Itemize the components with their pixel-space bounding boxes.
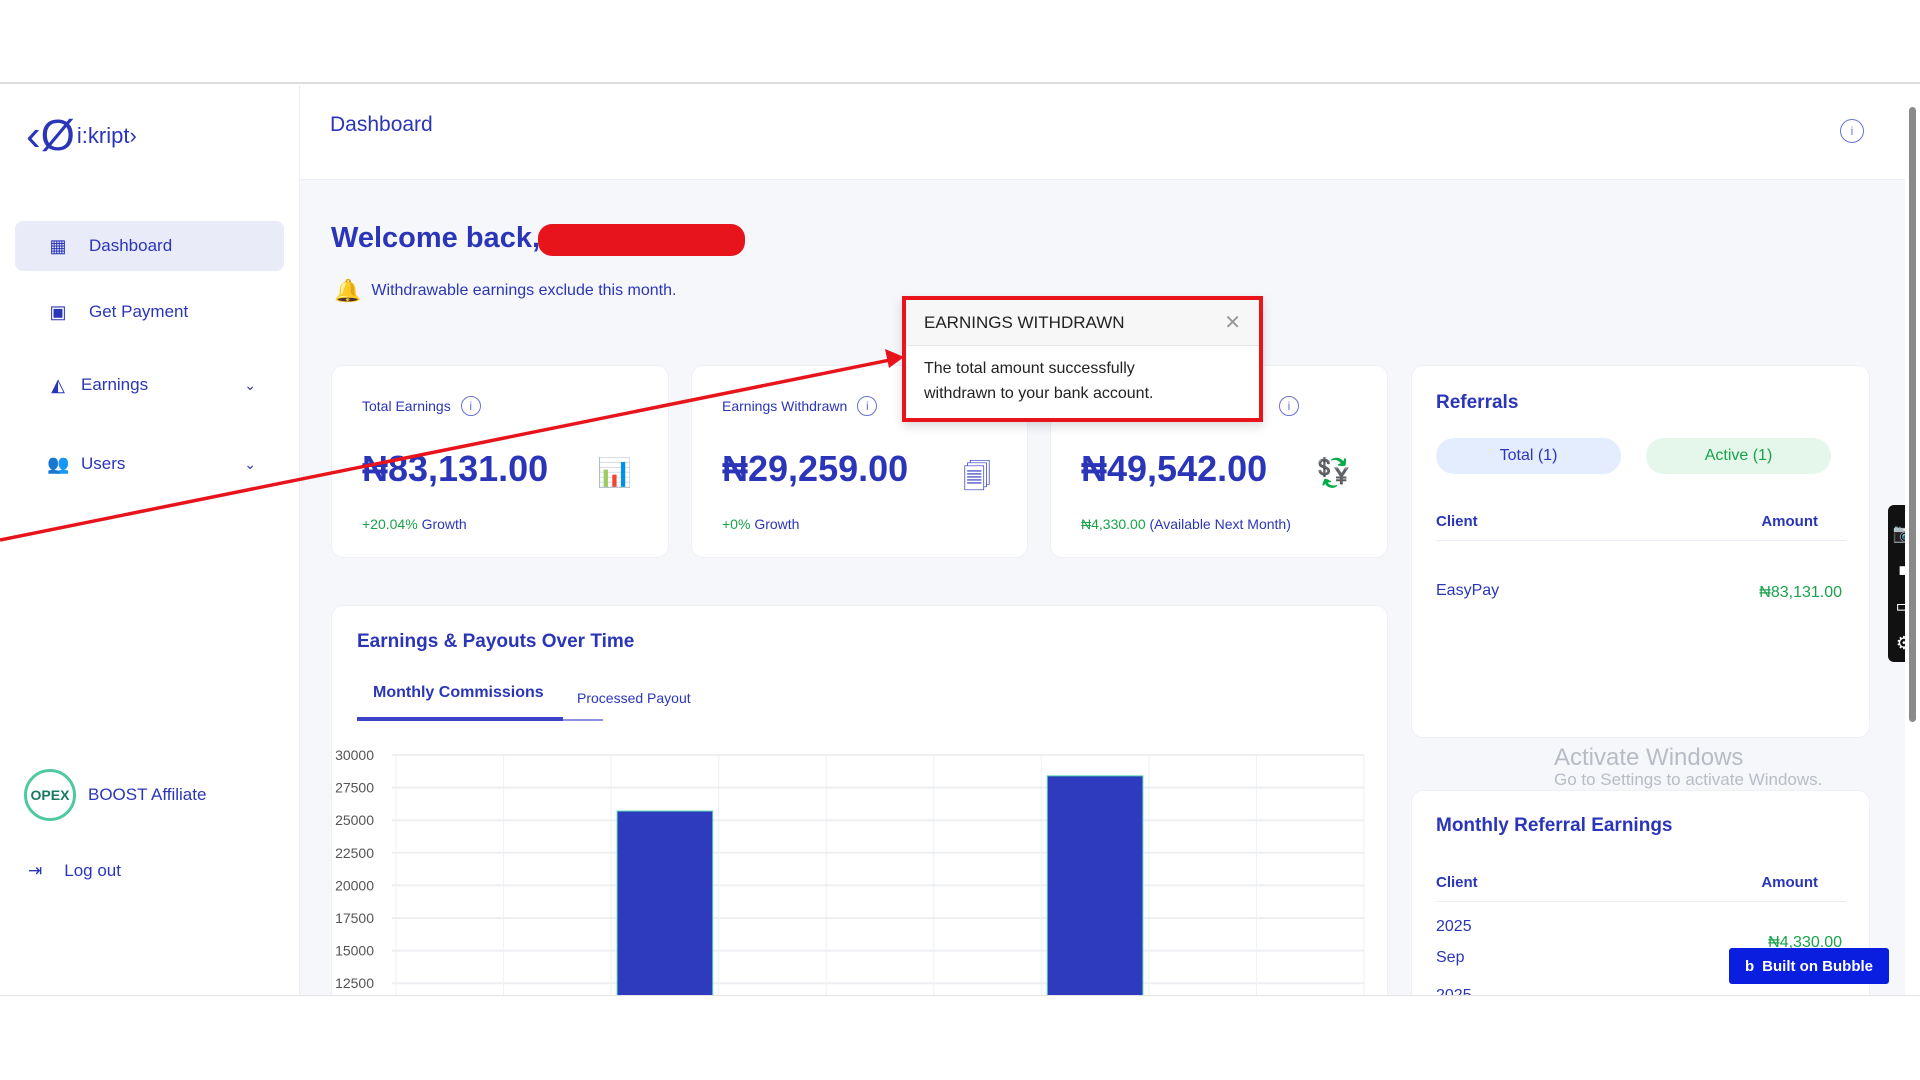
col-client: Client bbox=[1436, 513, 1478, 530]
page-title: Dashboard bbox=[330, 113, 433, 136]
amount: ₦4,330.00 bbox=[1768, 934, 1842, 951]
col-amount: Amount bbox=[1761, 874, 1818, 891]
notice: 🔔 Withdrawable earnings exclude this mont… bbox=[334, 278, 676, 304]
dashboard-icon: ▦ bbox=[49, 235, 67, 256]
y-tick-label: 12500 bbox=[335, 975, 374, 991]
activate-windows-title: Activate Windows bbox=[1554, 744, 1744, 771]
sidebar-item-get-payment[interactable]: ▣ Get Payment bbox=[15, 287, 284, 337]
activate-windows-subtitle: Go to Settings to activate Windows. bbox=[1554, 770, 1823, 789]
sidebar-item-earnings[interactable]: ◭ Earnings ⌄ bbox=[15, 360, 284, 410]
table-row: EasyPay ₦83,131.00 bbox=[1436, 582, 1846, 601]
y-tick-label: 25000 bbox=[335, 812, 374, 828]
chart-title: Earnings & Payouts Over Time bbox=[357, 631, 635, 652]
info-icon[interactable]: i bbox=[1279, 396, 1299, 416]
info-icon[interactable]: i bbox=[460, 396, 481, 416]
chart-card: Earnings & Payouts Over Time Monthly Com… bbox=[331, 605, 1388, 1066]
badge-label: Built on Bubble bbox=[1762, 957, 1873, 975]
label: Users bbox=[81, 454, 126, 473]
delta-label: Growth bbox=[754, 516, 800, 532]
col-client: Client bbox=[1436, 874, 1478, 891]
referrals-title: Referrals bbox=[1436, 392, 1519, 413]
card-value: ₦83,131.00 bbox=[362, 448, 549, 489]
amount: ₦83,131.00 bbox=[1759, 584, 1842, 601]
logout-button[interactable]: ⇥ Log out bbox=[28, 861, 121, 881]
coin-exchange-icon: 💱 bbox=[1316, 457, 1351, 488]
users-icon: 👥 bbox=[47, 453, 70, 474]
info-icon[interactable]: i bbox=[857, 396, 878, 416]
y-tick-label: 22500 bbox=[335, 845, 374, 861]
month: Sep bbox=[1436, 949, 1465, 966]
tooltip-title: EARNINGS WITHDRAWN bbox=[924, 312, 1125, 332]
notice-text: Withdrawable earnings exclude this month… bbox=[371, 282, 677, 299]
affiliate-label: BOOST Affiliate bbox=[88, 785, 207, 804]
label: Get Payment bbox=[89, 302, 189, 321]
col-amount: Amount bbox=[1761, 513, 1818, 530]
bell-icon: 🔔 bbox=[334, 278, 362, 303]
tooltip-body: The total amount successfully withdrawn … bbox=[924, 360, 1154, 402]
card-delta: +20.04% bbox=[362, 516, 418, 532]
bar-chart-icon: 📊 bbox=[597, 457, 632, 488]
header: Dashboard i bbox=[300, 85, 1905, 180]
year: 2025 bbox=[1436, 918, 1472, 935]
total-referrals-pill[interactable]: Total (1) bbox=[1436, 438, 1621, 474]
scrollbar-thumb[interactable] bbox=[1909, 107, 1916, 722]
browser-top-band bbox=[0, 0, 1920, 84]
welcome-heading: Welcome back, bbox=[331, 222, 541, 254]
card-value: ₦29,259.00 bbox=[722, 448, 909, 489]
chart-tabs: Monthly Commissions Processed Payout bbox=[357, 684, 691, 721]
card-delta: ₦4,330.00 bbox=[1081, 516, 1146, 532]
logout-icon: ⇥ bbox=[28, 861, 43, 880]
card-value: ₦49,542.00 bbox=[1081, 448, 1268, 489]
chevron-down-icon: ⌄ bbox=[244, 376, 256, 393]
y-tick-label: 15000 bbox=[335, 943, 374, 959]
card-delta: +0% bbox=[722, 516, 751, 532]
info-icon[interactable]: i bbox=[1840, 119, 1864, 143]
copy-icon: 🗐 bbox=[963, 461, 991, 492]
total-earnings-card: Total Earnings i ₦83,131.00 📊 +20.04% Gro… bbox=[331, 365, 669, 558]
y-tick-label: 27500 bbox=[335, 780, 374, 796]
y-tick-label: 17500 bbox=[335, 910, 374, 926]
browser-bottom-band bbox=[0, 995, 1920, 1080]
built-on-bubble-badge[interactable]: b Built on Bubble bbox=[1729, 948, 1889, 984]
y-tick-label: 30000 bbox=[335, 747, 374, 763]
chart-area-icon: ◭ bbox=[51, 374, 65, 395]
referrals-card: Referrals Total (1) Active (1) Client Amo… bbox=[1411, 365, 1870, 738]
card-title: Total Earnings bbox=[362, 398, 451, 414]
chevron-down-icon: ⌄ bbox=[244, 455, 256, 472]
tab-processed-payout[interactable]: Processed Payout bbox=[577, 690, 691, 706]
client: EasyPay bbox=[1436, 582, 1500, 599]
sidebar-item-users[interactable]: 👥 Users ⌄ bbox=[15, 439, 284, 489]
section-title: Monthly Referral Earnings bbox=[1436, 815, 1673, 836]
table-header: Client Amount bbox=[1436, 513, 1846, 541]
tab-monthly-commissions[interactable]: Monthly Commissions bbox=[357, 684, 563, 721]
tooltip-popover: EARNINGS WITHDRAWN ✕ The total amount suc… bbox=[902, 296, 1263, 422]
label: Earnings bbox=[81, 375, 149, 394]
delta-label: Growth bbox=[421, 516, 467, 532]
close-icon[interactable]: ✕ bbox=[1224, 312, 1241, 334]
label: Log out bbox=[64, 861, 121, 880]
tooltip-header: EARNINGS WITHDRAWN ✕ bbox=[906, 300, 1259, 346]
delta-label: (Available Next Month) bbox=[1149, 516, 1291, 532]
bubble-logo-icon: b bbox=[1745, 957, 1755, 975]
y-tick-label: 20000 bbox=[335, 877, 374, 893]
active-referrals-pill[interactable]: Active (1) bbox=[1646, 438, 1831, 474]
affiliate-link[interactable]: OPEX BOOST Affiliate bbox=[24, 769, 206, 821]
video-icon[interactable]: ■ bbox=[1898, 559, 1910, 580]
wallet-icon: ▣ bbox=[49, 301, 67, 322]
card-title: Earnings Withdrawn bbox=[722, 398, 848, 414]
table-header: Client Amount bbox=[1436, 874, 1846, 902]
label: Dashboard bbox=[89, 236, 173, 255]
sidebar-item-dashboard[interactable]: ▦ Dashboard bbox=[15, 221, 284, 271]
affiliate-logo: OPEX bbox=[24, 769, 76, 821]
logo[interactable]: ‹Ø i:kript › bbox=[26, 111, 137, 160]
scrollbar[interactable] bbox=[1905, 85, 1920, 995]
redaction bbox=[538, 224, 745, 256]
sidebar: ‹Ø i:kript › ▦ Dashboard ▣ Get Payment ◭ Earn… bbox=[0, 85, 300, 995]
